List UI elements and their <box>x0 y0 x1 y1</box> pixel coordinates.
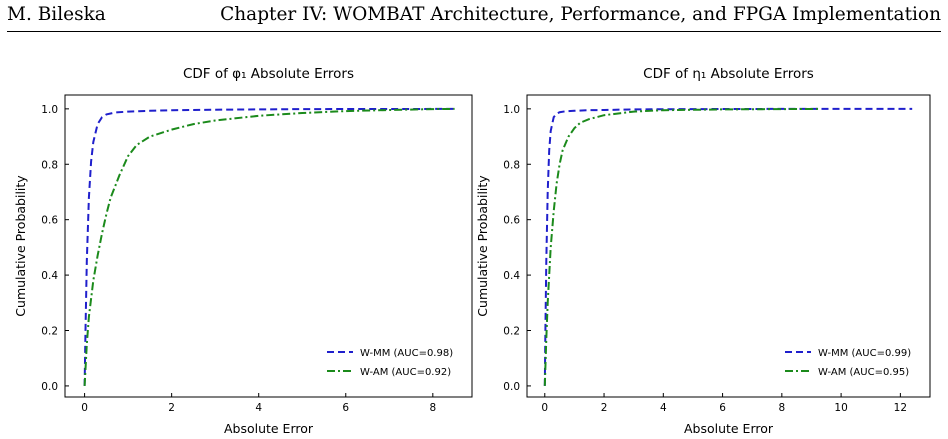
phi-chart-title: CDF of φ₁ Absolute Errors <box>183 66 354 82</box>
eta-y-axis-label: Cumulative Probability <box>475 175 490 317</box>
eta-x-axis-label: Absolute Error <box>684 421 774 436</box>
phi-y-tick-label: 0.6 <box>41 215 58 227</box>
phi-y-tick-label: 1.0 <box>41 104 58 116</box>
eta-y-tick-label: 0.8 <box>503 159 520 171</box>
header-rule <box>7 31 941 32</box>
phi-x-tick-label: 0 <box>81 402 88 414</box>
phi-x-tick-label: 2 <box>168 402 175 414</box>
eta-plot-frame <box>526 94 931 398</box>
eta-x-tick-label: 0 <box>541 402 548 414</box>
eta-y-tick-label: 1.0 <box>503 104 520 116</box>
phi-x-tick-label: 4 <box>255 402 262 414</box>
eta-x-tick-label: 10 <box>834 402 847 414</box>
phi-x-axis-label: Absolute Error <box>224 421 314 436</box>
phi-legend-label: W-AM (AUC=0.92) <box>360 367 451 378</box>
eta-y-tick-label: 0.6 <box>503 215 520 227</box>
eta-x-tick-label: 4 <box>660 402 667 414</box>
eta-x-tick-label: 12 <box>894 402 907 414</box>
eta-legend-label: W-MM (AUC=0.99) <box>818 348 911 359</box>
phi-x-tick-label: 6 <box>342 402 349 414</box>
phi-series-w-am-line <box>83 107 455 386</box>
eta-x-tick-label: 2 <box>601 402 608 414</box>
phi-x-tick-label: 8 <box>429 402 436 414</box>
running-head-chapter: Chapter IV: WOMBAT Architecture, Perform… <box>220 4 941 25</box>
eta-legend-label: W-AM (AUC=0.95) <box>818 367 909 378</box>
running-head: M. Bileska Chapter IV: WOMBAT Architectu… <box>7 0 941 32</box>
phi-y-tick-label: 0.8 <box>41 159 58 171</box>
eta-y-tick-label: 0.4 <box>503 270 520 282</box>
phi-y-axis-label: Cumulative Probability <box>13 175 28 317</box>
eta-chart-title: CDF of η₁ Absolute Errors <box>643 66 814 82</box>
phi-series-w-mm-line <box>83 107 455 386</box>
eta-y-tick-label: 0.0 <box>503 381 520 393</box>
eta-y-tick-label: 0.2 <box>503 326 520 338</box>
eta-x-tick-label: 6 <box>719 402 726 414</box>
eta-series-w-am-line <box>543 107 821 386</box>
eta-series-w-mm-line <box>543 107 913 386</box>
eta-x-tick-label: 8 <box>778 402 785 414</box>
phi-y-tick-label: 0.0 <box>41 381 58 393</box>
phi-plot-frame <box>64 94 473 398</box>
running-head-author: M. Bileska <box>7 4 106 25</box>
phi-y-tick-label: 0.4 <box>41 270 58 282</box>
phi-legend-label: W-MM (AUC=0.98) <box>360 348 453 359</box>
phi-y-tick-label: 0.2 <box>41 326 58 338</box>
